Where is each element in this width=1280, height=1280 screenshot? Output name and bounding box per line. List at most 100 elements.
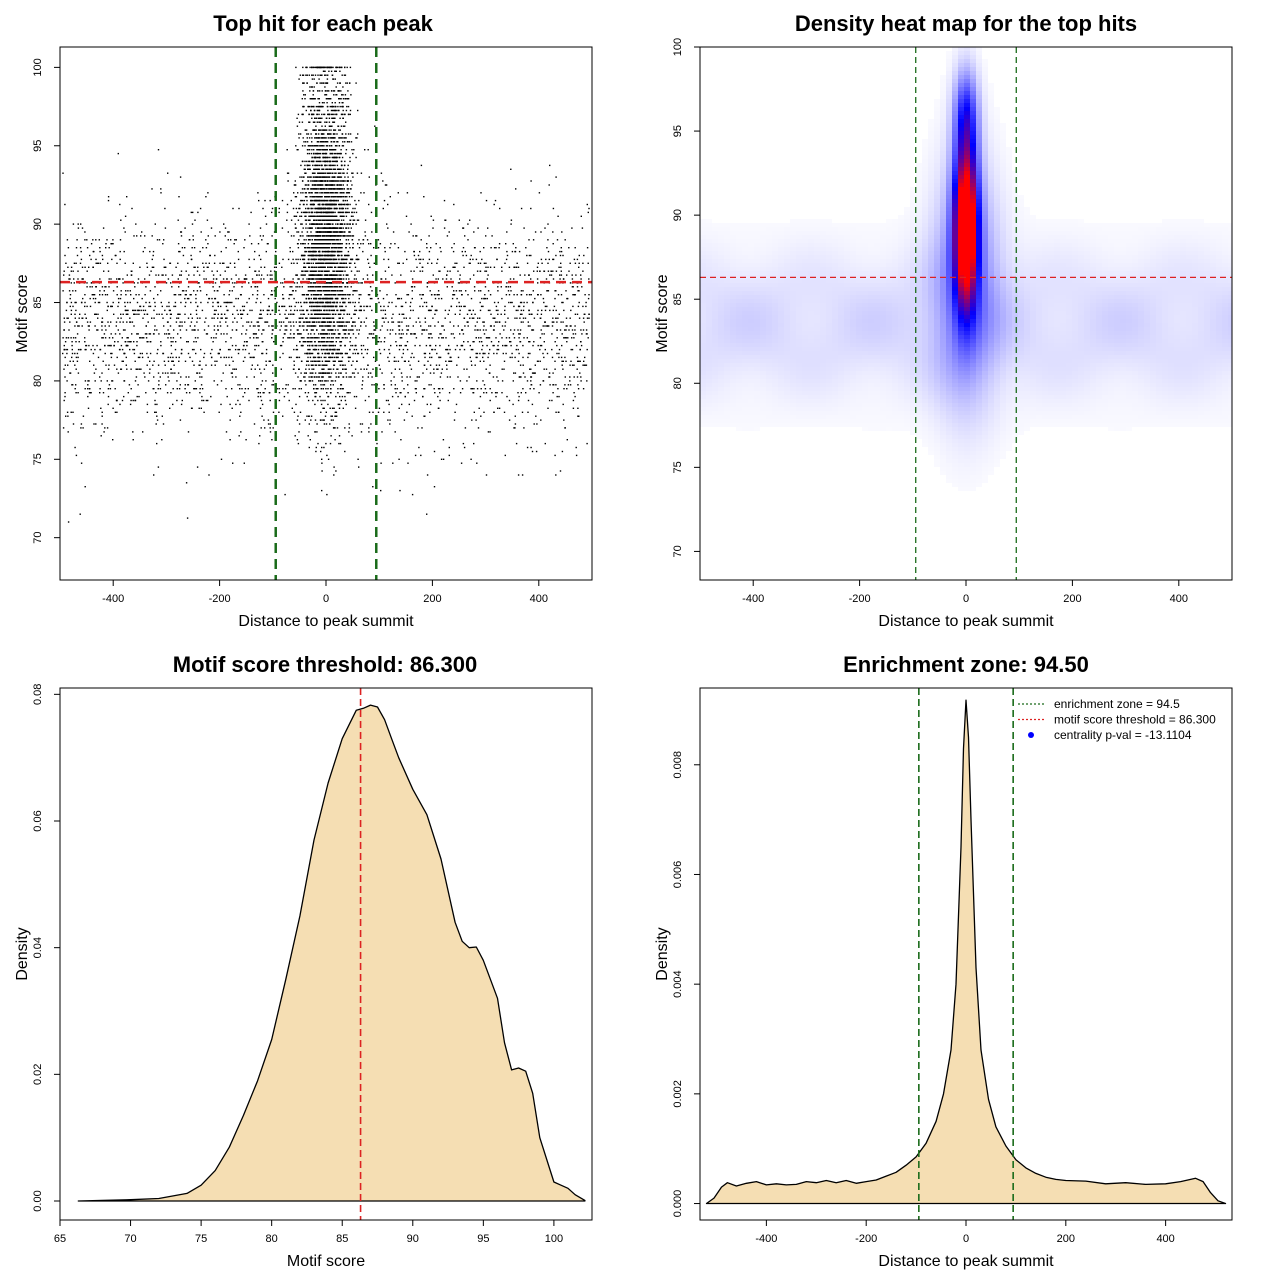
- scatter-point: [479, 395, 482, 398]
- scatter-point: [187, 317, 190, 319]
- scatter-point: [493, 266, 496, 268]
- scatter-point: [561, 231, 563, 233]
- scatter-point: [574, 313, 577, 315]
- scatter-point: [353, 219, 356, 221]
- scatter-point: [184, 388, 186, 390]
- scatter-point: [400, 333, 402, 335]
- scatter-point: [492, 317, 494, 319]
- scatter-point: [231, 290, 233, 292]
- scatter-point: [426, 403, 428, 406]
- scatter-point: [222, 278, 225, 280]
- scatter-point: [387, 203, 389, 206]
- scatter-point: [323, 250, 326, 253]
- scatter-point: [530, 294, 532, 296]
- scatter-point: [480, 337, 482, 339]
- scatter-point: [460, 462, 463, 464]
- scatter-point: [99, 376, 101, 378]
- scatter-point: [208, 262, 210, 264]
- scatter-point: [378, 301, 380, 304]
- scatter-point: [558, 348, 561, 351]
- scatter-point: [324, 415, 327, 417]
- scatter-point: [552, 258, 554, 261]
- scatter-point: [387, 399, 389, 402]
- scatter-point: [476, 352, 479, 355]
- scatter-point: [423, 301, 426, 304]
- scatter-point: [126, 368, 128, 370]
- scatter-point: [72, 290, 74, 292]
- scatter-point: [196, 321, 198, 323]
- scatter-point: [195, 352, 197, 355]
- scatter-point: [544, 325, 546, 327]
- scatter-point: [66, 352, 68, 355]
- scatter-point: [473, 274, 475, 276]
- scatter-point: [330, 227, 332, 229]
- scatter-point: [197, 337, 199, 339]
- scatter-point: [315, 388, 317, 390]
- scatter-point: [369, 297, 372, 300]
- scatter-point: [94, 297, 97, 300]
- scatter-point: [522, 356, 524, 359]
- scatter-point: [259, 368, 261, 370]
- scatter-point: [374, 329, 377, 331]
- scatter-point: [314, 360, 317, 362]
- scatter-point: [383, 258, 385, 261]
- scatter-point: [324, 141, 326, 143]
- scatter-point: [501, 380, 504, 382]
- scatter-point: [192, 235, 194, 237]
- scatter-point: [547, 250, 550, 253]
- scatter-point: [259, 235, 262, 237]
- scatter-point: [306, 137, 308, 139]
- scatter-point: [170, 392, 172, 394]
- scatter-point: [410, 368, 413, 370]
- scatter-point: [522, 344, 524, 347]
- scatter-point: [541, 309, 543, 312]
- scatter-point: [324, 325, 326, 327]
- scatter-point: [413, 333, 416, 335]
- scatter-point: [356, 270, 358, 272]
- scatter-point: [259, 435, 261, 437]
- scatter-point: [482, 380, 484, 382]
- scatter-point: [463, 368, 465, 370]
- scatter-point: [101, 321, 104, 323]
- scatter-point: [235, 368, 237, 370]
- scatter-point: [310, 286, 312, 288]
- scatter-point: [74, 325, 76, 327]
- scatter-point: [62, 352, 64, 355]
- scatter-point: [528, 274, 530, 276]
- scatter-point: [368, 243, 370, 245]
- scatter-point: [516, 262, 518, 264]
- scatter-point: [367, 294, 370, 296]
- scatter-point: [272, 411, 275, 413]
- scatter-point: [308, 184, 310, 186]
- scatter-point: [330, 70, 333, 72]
- scatter-point: [282, 258, 284, 261]
- scatter-point: [349, 160, 351, 163]
- scatter-point: [407, 294, 410, 296]
- scatter-point: [333, 180, 335, 182]
- scatter-point: [321, 192, 324, 194]
- scatter-point: [434, 313, 436, 315]
- scatter-point: [311, 203, 313, 206]
- scatter-point: [172, 356, 174, 359]
- scatter-point: [170, 337, 172, 339]
- scatter-point: [154, 329, 156, 331]
- scatter-point: [160, 188, 162, 190]
- scatter-point: [554, 360, 556, 362]
- scatter-point: [588, 313, 590, 315]
- scatter-point: [307, 333, 310, 335]
- scatter-point: [97, 317, 99, 319]
- scatter-point: [156, 329, 158, 331]
- scatter-point: [529, 388, 531, 390]
- scatter-point: [223, 294, 225, 296]
- scatter-point: [440, 458, 443, 460]
- scatter-point: [305, 215, 307, 217]
- scatter-point: [261, 274, 263, 276]
- scatter-point: [96, 344, 98, 347]
- scatter-point: [519, 364, 522, 366]
- scatter-point: [290, 337, 292, 339]
- scatter-point: [336, 164, 339, 167]
- scatter-point: [171, 274, 174, 276]
- scatter-point: [493, 329, 495, 331]
- scatter-point: [185, 392, 188, 394]
- scatter-point: [503, 368, 505, 370]
